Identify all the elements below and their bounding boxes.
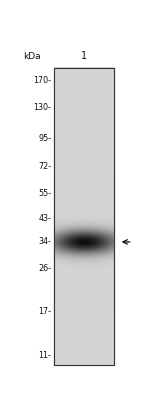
Text: 1: 1 [81, 51, 87, 61]
Text: 130-: 130- [33, 103, 51, 112]
Bar [54, 68, 114, 365]
Text: 55-: 55- [38, 189, 51, 198]
Text: 34-: 34- [38, 237, 51, 246]
Text: 72-: 72- [38, 162, 51, 171]
Text: 95-: 95- [38, 134, 51, 143]
Text: kDa: kDa [23, 52, 41, 61]
Text: 17-: 17- [38, 307, 51, 316]
Text: 26-: 26- [38, 264, 51, 273]
Text: 43-: 43- [38, 214, 51, 223]
Text: 170-: 170- [33, 76, 51, 85]
Text: 11-: 11- [38, 351, 51, 359]
Bar [54, 68, 114, 365]
